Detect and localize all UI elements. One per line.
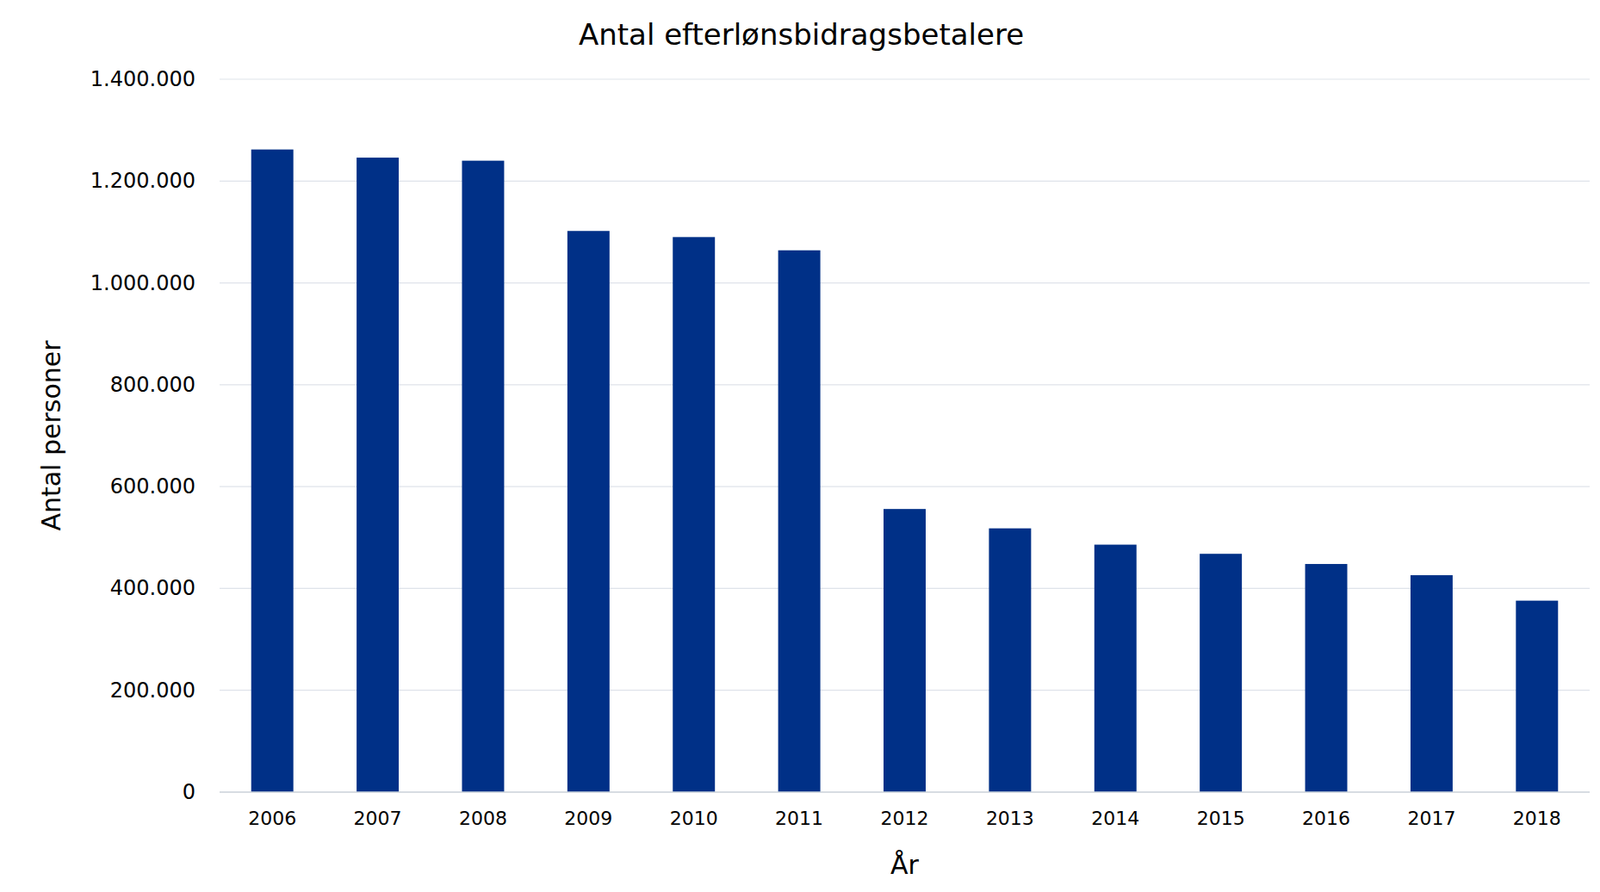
x-tick-label: 2009 [564, 807, 613, 830]
bar [1515, 601, 1558, 793]
bar [988, 528, 1031, 793]
title: Antal efterlønsbidragsbetalere [578, 17, 1024, 52]
grid-line [219, 78, 1590, 80]
y-tick-label: 800.000 [110, 372, 196, 397]
bar [356, 157, 399, 793]
bar [251, 149, 294, 793]
y-tick-label: 1.400.000 [90, 67, 196, 92]
y-tick-label: 0 [182, 780, 196, 805]
y-tick-label: 600.000 [110, 474, 196, 499]
x-tick-label: 2013 [986, 807, 1035, 830]
x-tick-label: 2015 [1196, 807, 1246, 830]
x-tick-label: 2011 [775, 807, 824, 830]
y-tick-label: 1.000.000 [90, 271, 196, 296]
grid-line [219, 384, 1590, 385]
bar [672, 236, 715, 793]
grid-line [219, 282, 1590, 284]
y-tick-label: 400.000 [110, 576, 196, 601]
bar [1199, 553, 1242, 793]
x-axis-label: År [890, 849, 920, 881]
bar [1410, 575, 1453, 793]
bars [251, 149, 1559, 793]
x-tick-label: 2018 [1513, 807, 1562, 830]
x-tick-label: 2012 [880, 807, 930, 830]
x-tick-label: 2016 [1302, 807, 1351, 830]
x-tick-label: 2006 [248, 807, 297, 830]
x-tick-label: 2014 [1091, 807, 1140, 830]
x-tick-label: 2008 [458, 807, 508, 830]
y-tick-label: 1.200.000 [90, 168, 196, 193]
grid-line [219, 791, 1590, 793]
bar [461, 161, 504, 793]
x-tick-label: 2010 [669, 807, 719, 830]
x-tick-label: 2017 [1407, 807, 1456, 830]
bar [883, 508, 926, 793]
grid-line [219, 180, 1590, 182]
x-tick-label: 2007 [353, 807, 403, 830]
bar [1305, 564, 1348, 793]
y-tick-label: 200.000 [110, 678, 196, 703]
bar [567, 230, 610, 793]
y-axis-label: Antal personer [36, 340, 67, 532]
grid-line [219, 486, 1590, 488]
bar [1094, 545, 1137, 793]
x-axis-line [219, 791, 1590, 794]
chart: Antal efterlønsbidragsbetalere 0 200.000 40… [0, 0, 1600, 892]
bar [778, 250, 821, 793]
